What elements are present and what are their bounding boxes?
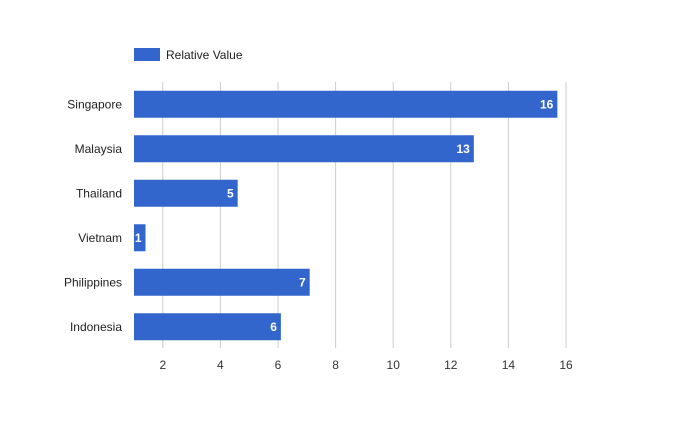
x-tick-label: 6 <box>275 358 282 372</box>
x-tick-label: 14 <box>502 358 516 372</box>
category-label: Singapore <box>67 97 122 111</box>
data-label: 6 <box>270 320 277 334</box>
bar <box>134 135 474 163</box>
x-tick-label: 4 <box>217 358 224 372</box>
x-tick-label: 16 <box>559 358 573 372</box>
category-label: Thailand <box>76 186 122 200</box>
x-tick-label: 8 <box>332 358 339 372</box>
bar <box>134 179 238 207</box>
legend: Relative Value <box>134 48 243 62</box>
data-label: 1 <box>135 231 142 245</box>
bar <box>134 224 146 252</box>
category-labels: Singapore Malaysia Thailand Vietnam Philippi… <box>64 97 122 334</box>
bar <box>134 90 558 118</box>
category-label: Philippines <box>64 275 122 289</box>
bar <box>134 268 310 296</box>
category-label: Indonesia <box>70 320 122 334</box>
legend-swatch <box>134 48 160 61</box>
data-label: 16 <box>540 97 554 111</box>
x-axis-tick-labels: 2 4 6 8 10 12 14 16 <box>159 358 573 372</box>
bars: 16 13 5 1 7 6 <box>134 90 558 341</box>
bar <box>134 313 281 341</box>
legend-label: Relative Value <box>166 48 243 62</box>
data-label: 7 <box>299 275 306 289</box>
data-label: 5 <box>227 186 234 200</box>
x-tick-label: 10 <box>387 358 401 372</box>
grid-lines <box>162 82 567 348</box>
category-label: Vietnam <box>78 231 122 245</box>
data-label: 13 <box>456 142 470 156</box>
category-label: Malaysia <box>75 142 123 156</box>
x-tick-label: 2 <box>159 358 166 372</box>
x-tick-label: 12 <box>444 358 458 372</box>
